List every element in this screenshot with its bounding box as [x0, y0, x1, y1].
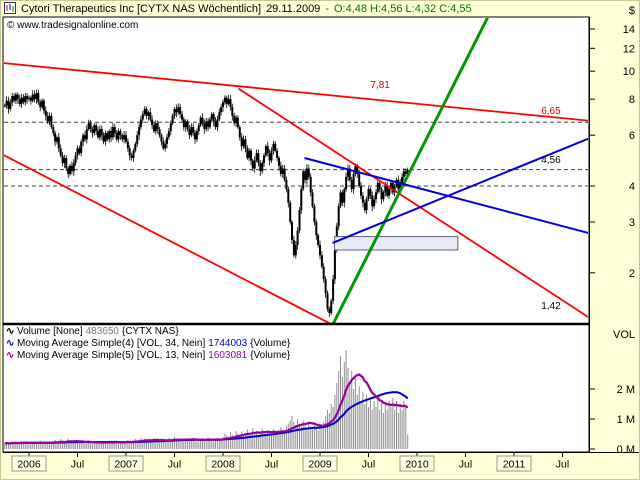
- time-label-Jul[interactable]: Jul: [265, 459, 278, 471]
- ma34-legend-label: Moving Average Simple(4) [VOL, 34, Nein]: [17, 338, 206, 349]
- ohlc-values: O:4,48 H:4,56 L:4,32 C:4,55: [333, 3, 472, 15]
- price-panel[interactable]: [2, 16, 590, 325]
- time-label-Jul[interactable]: Jul: [168, 459, 181, 471]
- ma34-legend-row[interactable]: ∿ Moving Average Simple(4) [VOL, 34, Nein…: [6, 338, 290, 349]
- ma13-legend-value: 1603081: [208, 350, 248, 361]
- price-levels: [4, 121, 588, 187]
- instrument-title: Cytori Therapeutics Inc [CYTX NAS Wöchen…: [21, 3, 262, 15]
- wave-icon: ∿: [6, 338, 15, 349]
- price-tick-3: 3: [629, 217, 635, 229]
- consolidation-box[interactable]: [334, 236, 459, 251]
- candlesticks: [4, 89, 409, 318]
- volume-legend-value: 483650: [85, 326, 119, 337]
- price-tick-8: 8: [629, 94, 635, 106]
- trendlines[interactable]: [1, 1, 592, 325]
- price-label-1,42: 1,42: [541, 301, 561, 312]
- trendline-lower-support[interactable]: [1, 153, 333, 325]
- trendline-upper-resistance[interactable]: [1, 62, 592, 122]
- volume-legend-row[interactable]: ∿ Volume [None] 483650 {CYTX NAS}: [6, 326, 179, 337]
- watermark-link[interactable]: © www.tradesignalonline.com: [7, 20, 139, 31]
- price-label-4,56: 4,56: [541, 155, 561, 166]
- price-axis-title: $: [629, 5, 635, 17]
- time-label-2007[interactable]: 2007: [114, 459, 138, 471]
- price-tick-2: 2: [629, 268, 635, 280]
- volume-axis-title: VOL: [613, 329, 635, 341]
- volume-legend-suffix: {CYTX NAS}: [121, 326, 179, 337]
- year-box[interactable]: [496, 455, 532, 472]
- ma13-legend-label: Moving Average Simple(5) [VOL, 13, Nein]: [17, 350, 206, 361]
- ma13-legend-suffix: {Volume}: [250, 350, 291, 361]
- ma-13-line[interactable]: [4, 373, 409, 445]
- year-box[interactable]: [11, 455, 47, 472]
- time-label-2010[interactable]: 2010: [405, 459, 429, 471]
- chart-date: 29.11.2009: [266, 3, 321, 15]
- price-tick-6: 6: [629, 130, 635, 142]
- volume-legend-label: Volume [None]: [17, 326, 83, 337]
- ma34-legend-value: 1744003: [208, 338, 248, 349]
- wave-icon: ∿: [6, 350, 15, 361]
- chart-header: Cytori Therapeutics Inc [CYTX NAS Wöchen…: [1, 1, 587, 16]
- price-tick-10: 10: [623, 66, 635, 78]
- price-tick-12: 12: [623, 43, 635, 55]
- trendline-green-uptrend[interactable]: [331, 1, 500, 325]
- ma34-legend-suffix: {Volume}: [250, 338, 291, 349]
- time-label-2011[interactable]: 2011: [503, 459, 526, 471]
- price-tick-14: 14: [623, 24, 635, 36]
- year-box[interactable]: [205, 455, 241, 472]
- volume-tick: 2 M: [617, 384, 635, 396]
- time-label-Jul[interactable]: Jul: [556, 459, 569, 471]
- volume-tick: 0 M: [617, 444, 635, 456]
- volume-tick: 1 M: [617, 414, 635, 426]
- price-label-7,81: 7,81: [370, 80, 390, 91]
- trendline-steep-downtrend[interactable]: [238, 87, 592, 320]
- year-box[interactable]: [399, 455, 435, 472]
- time-label-Jul[interactable]: Jul: [71, 459, 84, 471]
- time-label-2008[interactable]: 2008: [211, 459, 235, 471]
- time-label-Jul[interactable]: Jul: [459, 459, 472, 471]
- year-box[interactable]: [302, 455, 338, 472]
- price-tick-4: 4: [629, 181, 635, 193]
- wave-icon: ∿: [6, 326, 15, 337]
- ohlc-separator: -: [325, 3, 329, 15]
- time-label-2009[interactable]: 2009: [308, 459, 332, 471]
- ma13-legend-row[interactable]: ∿ Moving Average Simple(5) [VOL, 13, Nein…: [6, 350, 290, 361]
- instrument-icon: [4, 2, 16, 15]
- trendline-blue-uptrend[interactable]: [332, 137, 592, 244]
- time-label-2006[interactable]: 2006: [17, 459, 41, 471]
- time-label-Jul[interactable]: Jul: [362, 459, 375, 471]
- price-label-6,65: 6,65: [541, 106, 561, 117]
- year-box[interactable]: [108, 455, 144, 472]
